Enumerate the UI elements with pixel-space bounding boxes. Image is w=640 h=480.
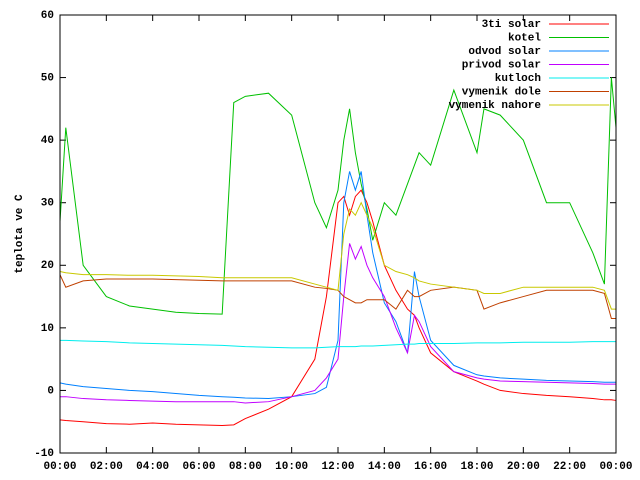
y-axis-label: teplota ve C (14, 194, 26, 274)
y-tick-label: 10 (41, 323, 54, 335)
legend-label: kutloch (495, 73, 541, 85)
x-tick-label: 12:00 (321, 461, 354, 473)
x-tick-label: 16:00 (414, 461, 447, 473)
x-tick-label: 14:00 (368, 461, 401, 473)
x-tick-label: 06:00 (182, 461, 215, 473)
x-tick-label: 20:00 (507, 461, 540, 473)
series-line (59, 77, 617, 315)
y-tick-label: 50 (41, 72, 54, 84)
y-tick-label: 20 (41, 260, 54, 272)
legend-label: vymenik nahore (449, 100, 542, 112)
y-tick-label: -10 (34, 448, 54, 460)
series-line (60, 243, 616, 404)
y-tick-label: 0 (47, 385, 54, 397)
plot-border (59, 14, 617, 454)
legend-label: privod solar (462, 59, 541, 71)
series-line (60, 339, 616, 349)
x-tick-label: 00:00 (599, 461, 632, 473)
y-tick-label: 40 (41, 135, 54, 147)
legend-label: vymenik dole (462, 86, 542, 98)
series-line (59, 171, 616, 400)
x-tick-label: 04:00 (136, 461, 169, 473)
legend-label: kotel (508, 32, 541, 44)
x-tick-label: 00:00 (43, 461, 76, 473)
y-tick-label: 60 (41, 10, 54, 22)
y-tick-label: 30 (41, 198, 54, 210)
x-tick-label: 08:00 (229, 461, 262, 473)
legend-label: 3ti solar (482, 19, 541, 31)
x-tick-label: 10:00 (275, 461, 308, 473)
x-tick-label: 02:00 (90, 461, 123, 473)
x-tick-label: 22:00 (553, 461, 586, 473)
series-line (59, 189, 617, 426)
x-tick-label: 18:00 (460, 461, 493, 473)
legend-label: odvod solar (468, 46, 541, 58)
series-line (59, 274, 616, 319)
series-line (59, 201, 616, 310)
